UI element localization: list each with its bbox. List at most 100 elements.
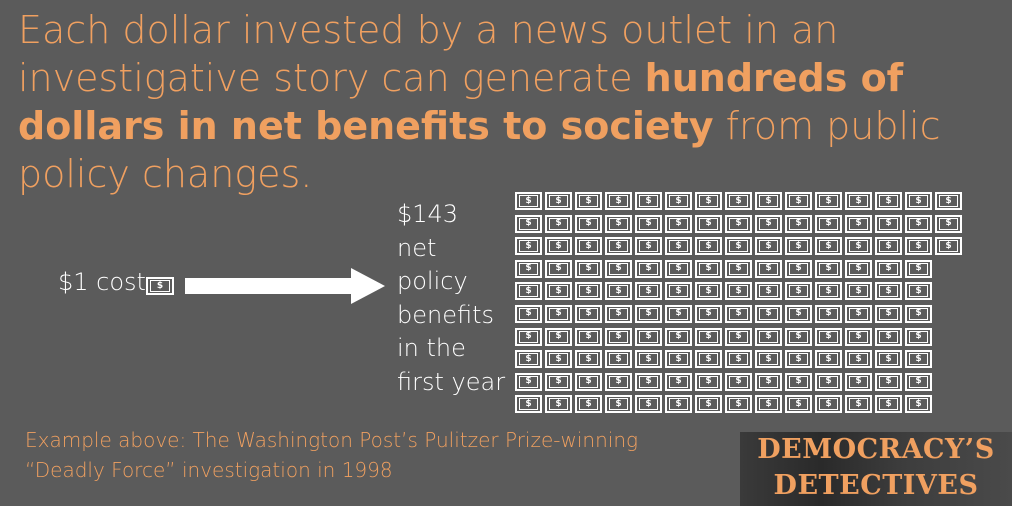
dollar-bill-icon: $: [815, 304, 842, 323]
dollar-bill-icon: $: [695, 350, 722, 369]
dollar-bill-icon: $: [695, 304, 722, 323]
dollar-bill-icon: $: [905, 304, 932, 323]
dollar-bill-icon: $: [905, 214, 932, 233]
dollar-bill-icon: $: [515, 192, 542, 210]
dollar-bill-icon: $: [695, 327, 722, 346]
dollar-bill-icon: $: [875, 237, 902, 256]
dollar-bill-icon: $: [545, 282, 572, 301]
dollar-bill-icon: $: [515, 237, 542, 256]
dollar-bill-icon: $: [755, 237, 782, 256]
dollar-bill-icon: $: [575, 237, 602, 256]
dollar-bill-icon: $: [815, 259, 842, 278]
dollar-bill-icon: $: [635, 192, 662, 210]
footnote: Example above: The Washington Post’s Pul…: [25, 428, 639, 482]
dollar-bill-icon: $: [575, 192, 602, 210]
dollar-bill-icon: $: [605, 214, 632, 233]
dollar-bill-icon: $: [515, 327, 542, 346]
dollar-bill-icon: $: [755, 395, 782, 414]
dollar-bill-icon: $: [665, 304, 692, 323]
dollar-bill-icon: $: [545, 214, 572, 233]
dollar-bill-icon: $: [905, 259, 932, 278]
dollar-bill-icon: $: [665, 192, 692, 210]
bill-row: $ $ $ $ $ $ $ $ $ $ $ $ $ $: [515, 304, 965, 328]
dollar-bill-icon: $: [665, 327, 692, 346]
dollar-bill-icon: $: [545, 395, 572, 414]
dollar-bill-icon: $: [545, 237, 572, 256]
dollar-bill-icon: $: [755, 372, 782, 391]
dollar-bill-icon: $: [725, 237, 752, 256]
dollar-bill-icon: $: [635, 259, 662, 278]
dollar-bill-icon: $: [605, 372, 632, 391]
benefit-label: $143 net policy benefits in the first ye…: [397, 200, 506, 396]
dollar-bill-icon: $: [845, 304, 872, 323]
bill-row: $ $ $ $ $ $ $ $ $ $ $ $ $ $: [515, 327, 965, 351]
dollar-bill-icon: $: [725, 214, 752, 233]
dollar-bill-icon: $: [575, 259, 602, 278]
dollar-bill-icon: $: [755, 327, 782, 346]
headline-part1: Each dollar invested by a news outlet in…: [18, 8, 839, 100]
dollar-bill-icon: $: [545, 327, 572, 346]
dollar-bill-icon: $: [785, 214, 812, 233]
cost-label: $1 cost: [58, 268, 146, 296]
bill-row: $ $ $ $ $ $ $ $ $ $ $ $ $ $: [515, 282, 965, 305]
dollar-bill-icon: $: [665, 395, 692, 414]
headline-part2: from public policy changes.: [18, 104, 941, 196]
dollar-bill-icon: $: [905, 282, 932, 301]
dollar-bill-icon: $: [845, 192, 872, 210]
dollar-bill-icon: $: [845, 350, 872, 369]
dollar-bill-icon: $: [845, 237, 872, 256]
dollar-bill-icon: $: [755, 214, 782, 233]
dollar-bill-icon: $: [635, 327, 662, 346]
dollar-bill-icon: $: [935, 192, 962, 210]
dollar-bill-icon: $: [515, 282, 542, 301]
dollar-bill-icon: $: [665, 350, 692, 369]
dollar-bill-icon: $: [875, 372, 902, 391]
dollar-bill-icon: $: [605, 237, 632, 256]
dollar-bill-icon: $: [146, 277, 174, 295]
dollar-bill-icon: $: [635, 395, 662, 414]
dollar-bill-icon: $: [725, 259, 752, 278]
dollar-bill-icon: $: [545, 259, 572, 278]
dollar-bill-icon: $: [545, 304, 572, 323]
dollar-bill-icon: $: [785, 237, 812, 256]
dollar-bill-icon: $: [845, 372, 872, 391]
dollar-bill-icon: $: [725, 282, 752, 301]
dollar-bill-icon: $: [575, 214, 602, 233]
dollar-bill-icon: $: [875, 304, 902, 323]
dollar-bill-icon: $: [575, 395, 602, 414]
dollar-bill-icon: $: [515, 395, 542, 414]
dollar-bill-icon: $: [515, 350, 542, 369]
dollar-bill-icon: $: [605, 327, 632, 346]
dollar-bill-icon: $: [605, 282, 632, 301]
dollar-bill-icon: $: [725, 350, 752, 369]
dollar-bill-icon: $: [845, 395, 872, 414]
dollar-bill-icon: $: [815, 395, 842, 414]
dollar-bill-icon: $: [785, 259, 812, 278]
dollar-bill-icon: $: [845, 327, 872, 346]
dollar-bill-icon: $: [515, 372, 542, 391]
dollar-bill-icon: $: [545, 192, 572, 210]
bill-row: $ $ $ $ $ $ $ $ $ $ $ $ $ $: [515, 350, 965, 373]
dollar-bill-icon: $: [935, 237, 962, 256]
dollar-bill-icon: $: [755, 304, 782, 323]
dollar-bill-icon: $: [575, 304, 602, 323]
dollar-bill-icon: $: [785, 350, 812, 369]
dollar-bill-icon: $: [905, 350, 932, 369]
dollar-bill-icon: $: [815, 327, 842, 346]
dollar-bill-icon: $: [875, 395, 902, 414]
dollar-bill-icon: $: [635, 237, 662, 256]
dollar-bill-icon: $: [905, 395, 932, 414]
dollar-bill-icon: $: [875, 327, 902, 346]
dollar-bill-icon: $: [815, 192, 842, 210]
logo-line-1: DEMOCRACY’S: [757, 434, 995, 465]
dollar-bill-icon: $: [575, 350, 602, 369]
dollar-bill-icon: $: [725, 395, 752, 414]
dollar-bill-icon: $: [785, 192, 812, 210]
dollar-bill-icon: $: [725, 192, 752, 210]
dollar-bill-icon: $: [695, 395, 722, 414]
dollar-bill-icon: $: [905, 372, 932, 391]
dollar-bill-icon: $: [755, 192, 782, 210]
dollar-bill-icon: $: [665, 214, 692, 233]
dollar-bill-icon: $: [695, 237, 722, 256]
right-arrow-icon: [185, 268, 385, 304]
